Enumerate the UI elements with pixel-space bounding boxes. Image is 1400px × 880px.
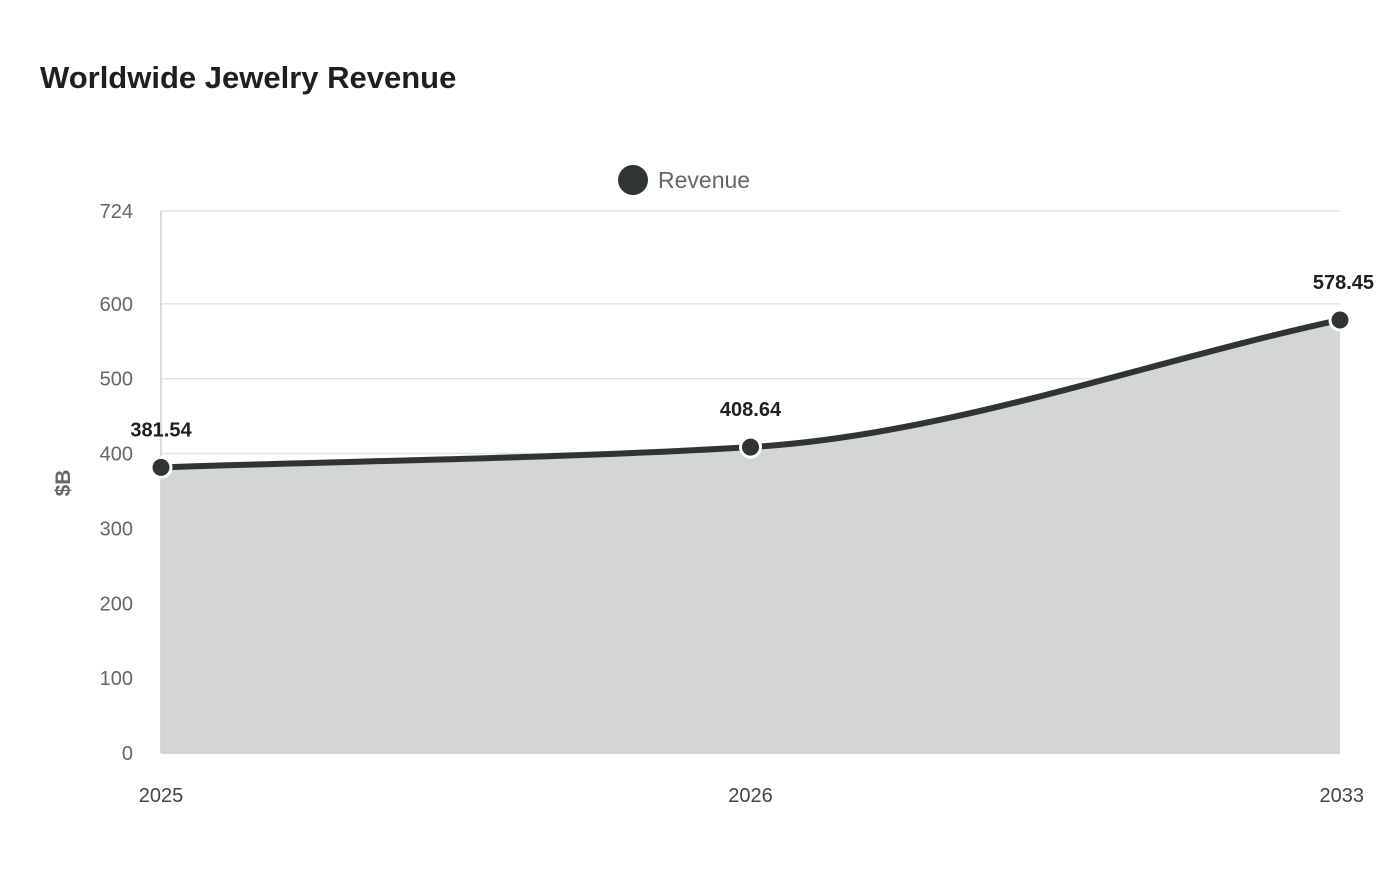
y-tick-label: 500 <box>100 369 133 391</box>
x-tick-label: 2033 <box>1320 785 1365 807</box>
legend[interactable]: Revenue <box>618 165 750 195</box>
chart-title: Worldwide Jewelry Revenue <box>40 60 457 95</box>
x-axis-ticks: 2025 2026 2033 <box>139 785 1364 807</box>
y-tick-label: 0 <box>122 743 133 765</box>
data-point[interactable] <box>739 435 762 459</box>
y-tick-label: 400 <box>100 444 133 466</box>
data-labels: 381.54 408.64 578.45 <box>130 272 1374 441</box>
data-point[interactable] <box>1328 308 1352 332</box>
y-tick-label: 200 <box>100 593 133 615</box>
x-tick-label: 2025 <box>139 785 184 807</box>
data-points <box>149 308 1352 479</box>
y-axis-ticks: 0 100 200 300 400 500 600 724 <box>100 201 133 765</box>
data-label: 381.54 <box>130 419 192 441</box>
revenue-area-fill <box>161 319 1340 753</box>
x-tick-label: 2026 <box>728 785 773 807</box>
legend-label-revenue: Revenue <box>658 167 750 193</box>
data-point[interactable] <box>149 455 173 479</box>
data-label: 578.45 <box>1313 272 1374 294</box>
y-tick-label: 100 <box>100 668 133 690</box>
data-label: 408.64 <box>720 399 782 421</box>
y-tick-label: 600 <box>100 294 133 316</box>
y-axis-title: $B <box>52 470 75 497</box>
legend-swatch-revenue <box>618 165 648 195</box>
y-tick-label: 724 <box>100 201 133 223</box>
y-tick-label: 300 <box>100 518 133 540</box>
